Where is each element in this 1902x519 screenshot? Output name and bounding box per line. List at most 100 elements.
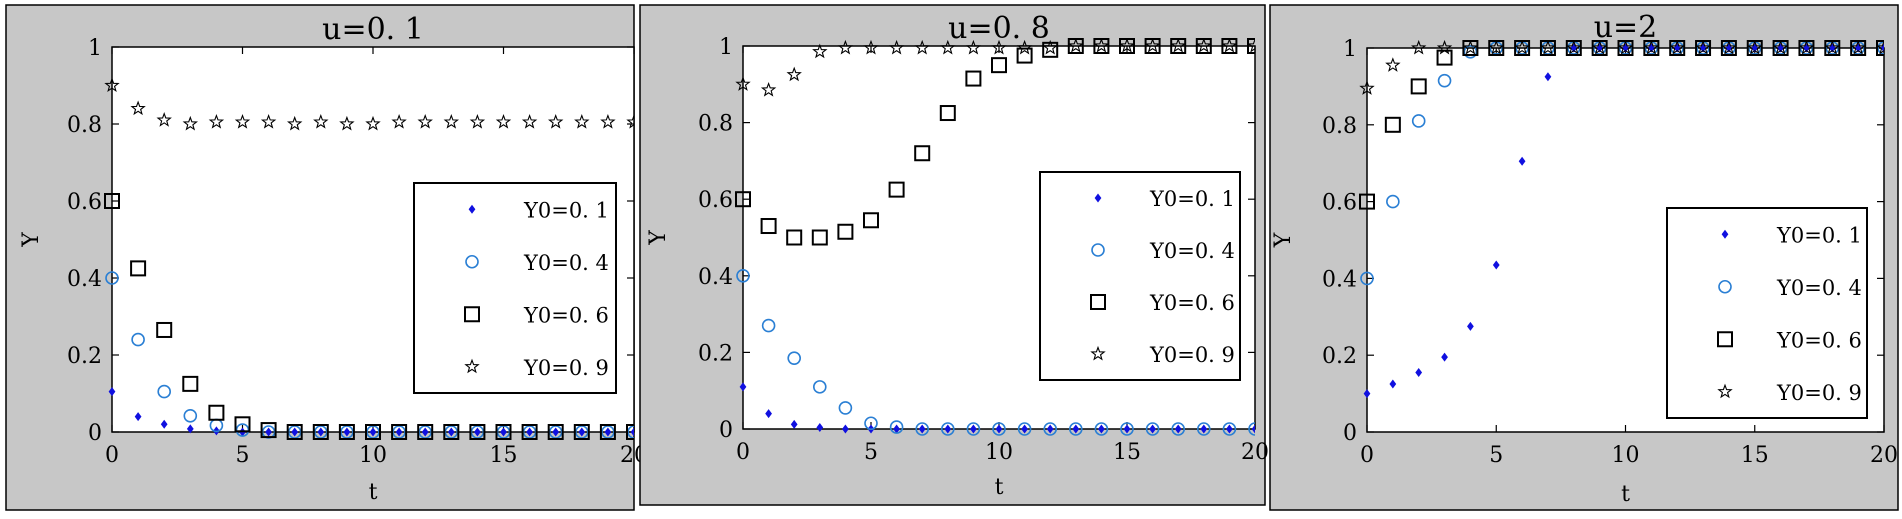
data-point-star (1876, 40, 1884, 55)
data-point-square (965, 70, 982, 87)
data-point-square (443, 424, 460, 440)
y-tick-label: 0.2 (698, 341, 733, 366)
data-point-star (313, 113, 329, 129)
data-point-star (735, 76, 751, 91)
data-point-star (1591, 40, 1608, 55)
data-point-circle (1222, 422, 1237, 436)
data-point-star (1385, 57, 1401, 72)
data-point-diamond (1544, 72, 1552, 82)
data-point-diamond (500, 427, 507, 437)
data-point-square (735, 191, 751, 208)
data-point-star (417, 113, 433, 129)
y-tick-label: 0.4 (1322, 267, 1357, 292)
data-point-star (260, 113, 277, 129)
legend-box (1039, 171, 1241, 381)
data-point-circle (1043, 422, 1057, 436)
data-point-star (760, 81, 777, 97)
legend-marker-diamond (1094, 193, 1102, 203)
y-tick-label: 1 (719, 35, 733, 60)
data-point-circle (761, 318, 776, 333)
data-point-diamond (369, 427, 377, 437)
data-point-diamond (1363, 389, 1371, 399)
data-point-square (1247, 38, 1255, 54)
data-point-square (811, 229, 828, 246)
legend-entry-label: Y0=0. 9 (1149, 343, 1235, 367)
data-point-star (1669, 40, 1685, 55)
data-point-star (234, 113, 251, 129)
x-tick-label: 15 (1113, 440, 1141, 465)
data-point-square (1359, 193, 1375, 210)
data-point-square (1876, 40, 1884, 56)
y-axis-label: Y (19, 232, 44, 248)
data-point-circle (131, 332, 145, 347)
data-point-star (888, 39, 905, 55)
data-point-star (1617, 40, 1634, 55)
data-points (735, 38, 1255, 436)
data-point-square (469, 424, 486, 440)
data-point-square (156, 321, 173, 338)
legend-entry-label: Y0=0. 1 (523, 198, 609, 222)
data-point-star (1566, 40, 1582, 55)
data-point-diamond (918, 424, 926, 434)
data-point-circle (889, 420, 904, 434)
data-point-star (1540, 40, 1556, 55)
data-point-star (1850, 40, 1866, 55)
y-tick-label: 1 (1343, 37, 1357, 62)
data-point-star (156, 112, 172, 127)
data-point-square (1016, 47, 1033, 64)
data-point-star (1721, 40, 1737, 55)
chart-title: u=2 (1594, 10, 1658, 45)
data-point-star (600, 113, 616, 129)
legend-marker-square (1717, 331, 1733, 348)
data-point-star (365, 115, 381, 131)
legend-marker-circle (1091, 243, 1105, 257)
y-axis-label: Y (1271, 232, 1296, 248)
data-point-square (1410, 78, 1427, 95)
data-point-diamond (1021, 424, 1028, 434)
data-point-diamond (1518, 156, 1526, 166)
data-point-star (1196, 38, 1212, 53)
data-point-diamond (1072, 424, 1080, 434)
y-tick-label: 0 (1343, 421, 1357, 446)
legend-entry-label: Y0=0. 4 (523, 251, 609, 275)
data-point-square (365, 424, 381, 440)
data-point-circle (787, 351, 802, 365)
data-point-star (1221, 38, 1238, 53)
data-point-square (338, 424, 355, 440)
data-point-square (914, 145, 931, 162)
chart-title: u=0. 1 (322, 12, 424, 47)
legend-marker-diamond (468, 204, 476, 214)
data-point-star (812, 43, 828, 59)
x-axis-label: t (995, 475, 1004, 500)
data-point-star (1042, 39, 1058, 55)
data-point-circle (1094, 422, 1109, 436)
data-point-star (339, 115, 355, 131)
legend-marker-star (464, 358, 480, 374)
data-point-circle (183, 409, 198, 423)
legend-entry-label: Y0=0. 1 (1776, 223, 1862, 247)
data-point-diamond (265, 427, 272, 437)
data-point-diamond (1098, 424, 1105, 434)
data-point-star (1411, 40, 1427, 55)
data-point-diamond (970, 424, 977, 434)
data-point-diamond (1200, 424, 1208, 434)
data-point-diamond (1492, 260, 1500, 270)
data-point-star (1462, 40, 1479, 55)
data-point-circle (1411, 114, 1426, 128)
data-point-diamond (160, 419, 168, 429)
data-point-star (1144, 38, 1161, 53)
data-point-star (1643, 40, 1660, 55)
data-point-circle (1171, 422, 1185, 436)
x-tick-label: 20 (1241, 440, 1269, 465)
data-point-diamond (1046, 424, 1054, 434)
x-tick-label: 20 (1870, 443, 1898, 468)
y-tick-label: 0.6 (67, 190, 102, 215)
y-tick-label: 0.8 (698, 112, 733, 137)
data-point-diamond (842, 424, 849, 434)
data-point-star (182, 115, 198, 131)
data-point-square (760, 218, 777, 235)
data-point-diamond (108, 387, 116, 397)
legend-marker-circle (1718, 279, 1732, 294)
